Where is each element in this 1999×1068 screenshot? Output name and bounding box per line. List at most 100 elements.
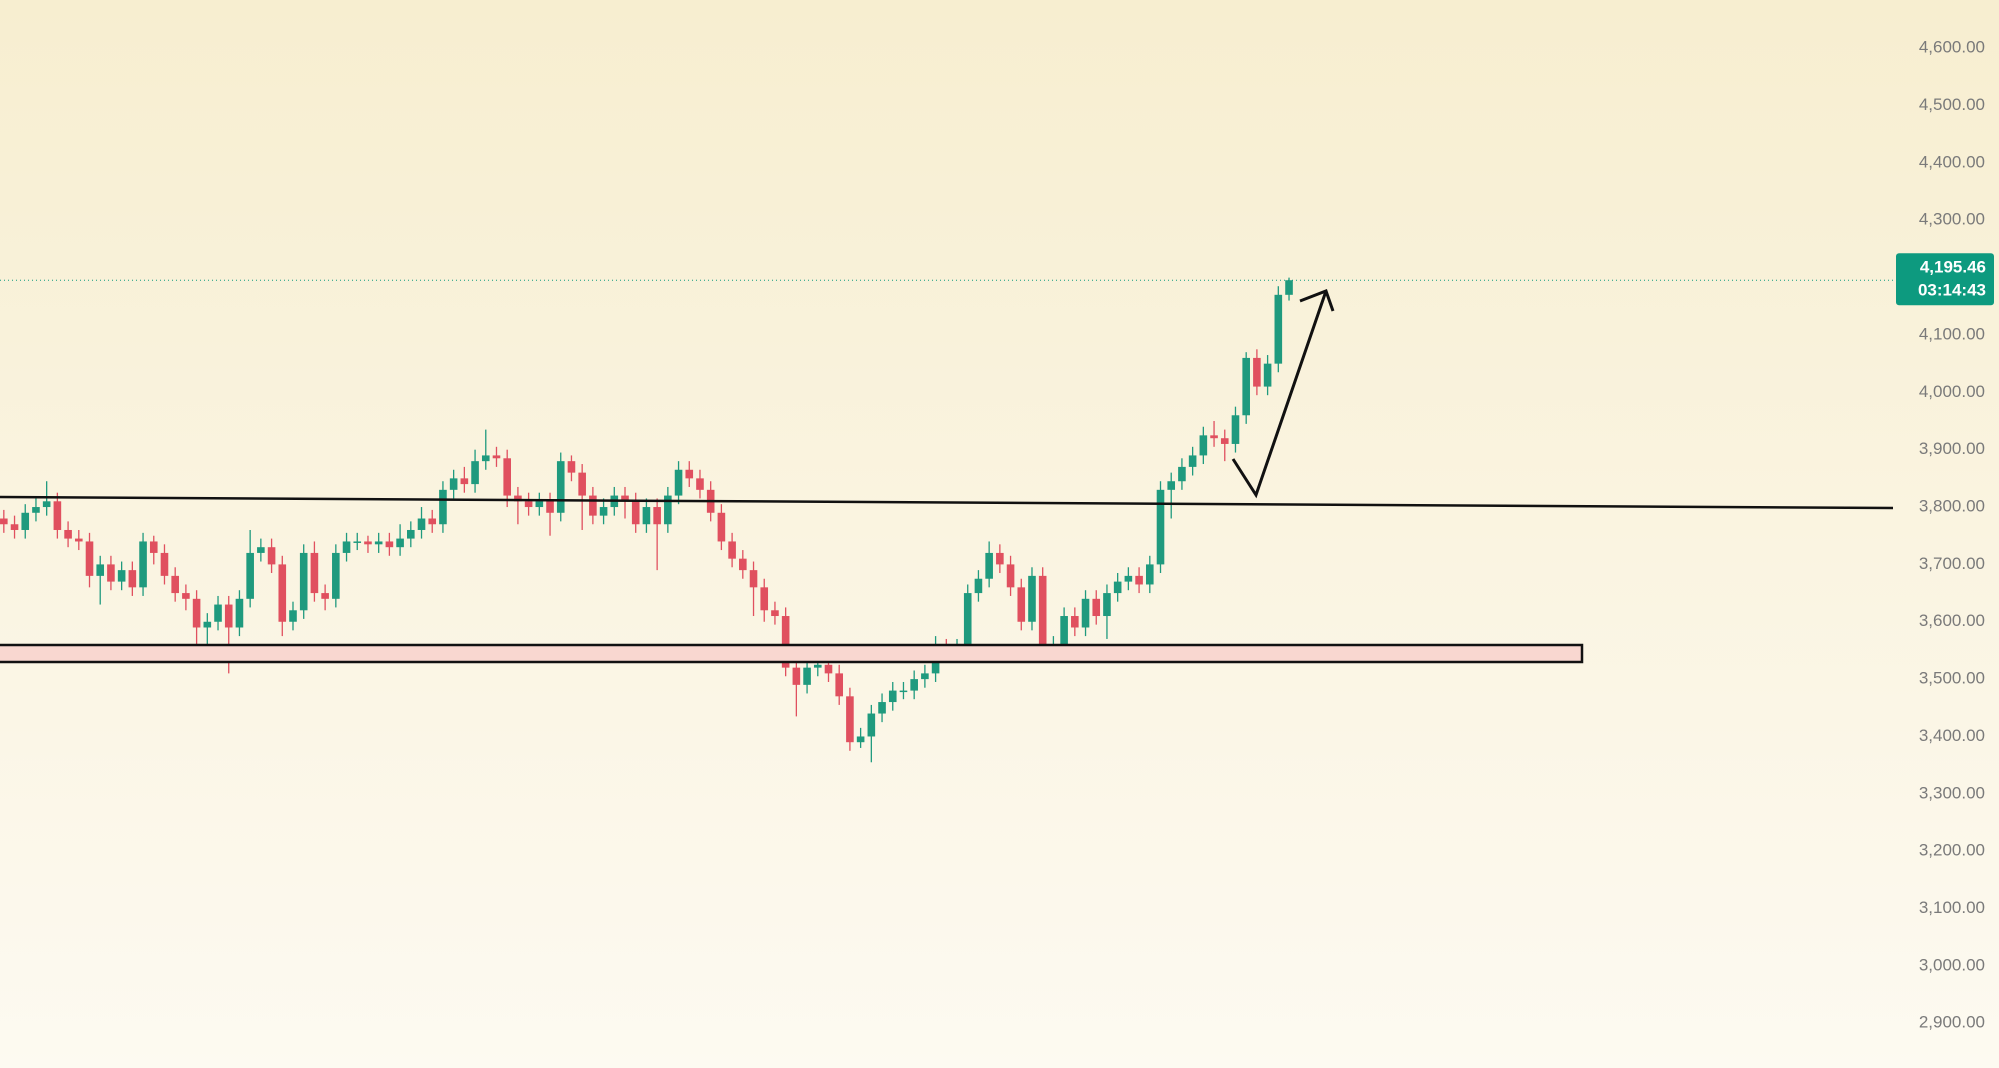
candle-body	[878, 702, 886, 714]
candle-body	[278, 564, 287, 622]
candle-body	[1103, 593, 1111, 617]
candle-body	[1156, 489, 1165, 565]
candle-body	[899, 690, 908, 693]
candle-body	[1017, 587, 1026, 622]
candle-body	[64, 529, 72, 539]
candle-body	[963, 593, 972, 648]
candle-body	[1071, 616, 1079, 628]
candle-body	[192, 598, 201, 628]
candle-body	[524, 501, 533, 508]
candle-body	[589, 495, 597, 516]
candle-body	[449, 478, 458, 490]
y-tick-label: 3,800.00	[1919, 497, 1985, 516]
candle-body	[846, 696, 854, 743]
candle-body	[1274, 294, 1283, 364]
y-tick-label: 4,300.00	[1919, 210, 1985, 229]
candle-body	[535, 501, 544, 508]
candle-body	[1242, 357, 1250, 416]
candle-body	[1006, 564, 1015, 588]
candle-body	[674, 469, 683, 496]
candle-body	[299, 552, 308, 611]
candle-body	[685, 469, 694, 479]
candle-body	[546, 501, 554, 513]
candle-body	[10, 524, 19, 530]
candle-body	[1060, 616, 1068, 645]
y-tick-label: 3,200.00	[1919, 841, 1985, 860]
y-tick-label: 3,500.00	[1919, 669, 1985, 688]
candle-body	[267, 547, 276, 565]
candle-body	[385, 541, 394, 548]
candle-body	[578, 472, 586, 496]
candle-body	[128, 570, 137, 588]
candle-body	[1253, 357, 1261, 387]
candle-body	[353, 541, 362, 543]
candle-body	[771, 610, 779, 617]
candle-body	[1028, 575, 1036, 622]
candle-body	[664, 495, 672, 525]
candle-body	[631, 501, 640, 525]
price-label: 4,195.46	[1920, 258, 1986, 277]
candle-body	[374, 541, 383, 545]
y-tick-label: 3,300.00	[1919, 783, 1985, 802]
candle-body	[1220, 438, 1229, 444]
candle-body	[428, 518, 437, 525]
candle-body	[503, 458, 511, 496]
candle-body	[42, 501, 51, 508]
candle-body	[696, 478, 704, 490]
candle-body	[310, 552, 319, 594]
candle-body	[867, 713, 876, 737]
y-tick-label: 3,400.00	[1919, 726, 1985, 745]
candle-body	[728, 541, 736, 559]
price-badge	[1896, 253, 1994, 306]
y-tick-label: 4,100.00	[1919, 324, 1985, 343]
candle-body	[1081, 598, 1090, 628]
candle-body	[1113, 581, 1122, 594]
arrow-path	[1231, 290, 1328, 499]
candle-body	[749, 570, 758, 588]
candle-body	[653, 507, 661, 525]
candle-body	[160, 552, 169, 576]
candle-body	[203, 621, 212, 628]
candle-body	[364, 541, 372, 545]
candle-body	[117, 570, 126, 582]
candle-body	[1188, 455, 1197, 467]
candle-body	[642, 507, 651, 525]
candle-body	[910, 679, 918, 691]
candle-body	[439, 489, 447, 525]
y-tick-label: 3,700.00	[1919, 554, 1985, 573]
candle-body	[1210, 435, 1218, 439]
candle-body	[332, 552, 340, 599]
candle-body	[888, 690, 897, 703]
candle-body	[85, 541, 94, 576]
candle-body	[289, 610, 297, 622]
y-tick-label: 4,000.00	[1919, 382, 1985, 401]
candle-body	[396, 538, 404, 548]
candle-body	[1285, 280, 1293, 295]
candle-body	[1145, 564, 1154, 585]
support-zone	[0, 643, 1584, 664]
candle-body	[321, 593, 329, 599]
candle-body	[1178, 466, 1186, 482]
candle-body	[760, 587, 769, 611]
candle-body	[21, 512, 30, 530]
candle-body	[460, 478, 469, 485]
candle-body	[921, 673, 929, 680]
candle-body	[481, 455, 490, 462]
candle-body	[417, 518, 426, 530]
candle-body	[257, 547, 265, 553]
candle-body	[235, 598, 244, 628]
candle-body	[803, 667, 811, 685]
candle-body	[246, 552, 254, 599]
candle-body	[996, 552, 1004, 565]
candle-body	[471, 461, 479, 485]
candle-body	[1167, 481, 1176, 490]
candle-body	[1135, 575, 1143, 585]
candle-body	[32, 507, 40, 513]
countdown: 03:14:43	[1918, 281, 1986, 300]
candle-body	[492, 455, 501, 459]
candle-body	[407, 529, 415, 539]
candle-body	[792, 667, 801, 685]
candle-body	[224, 604, 233, 628]
candle-body	[514, 495, 522, 502]
